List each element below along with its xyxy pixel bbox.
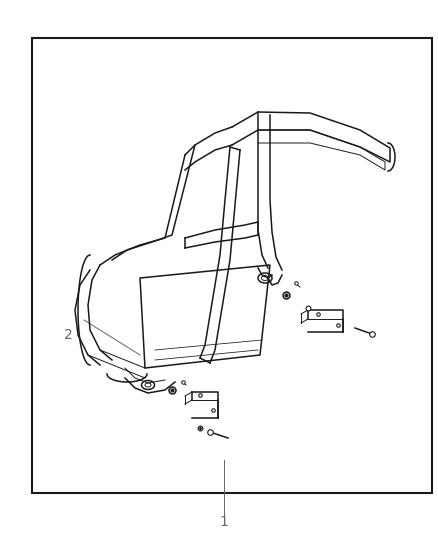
Text: 2: 2 — [64, 328, 72, 342]
Bar — [32, 38, 432, 493]
Text: 1: 1 — [219, 515, 229, 529]
